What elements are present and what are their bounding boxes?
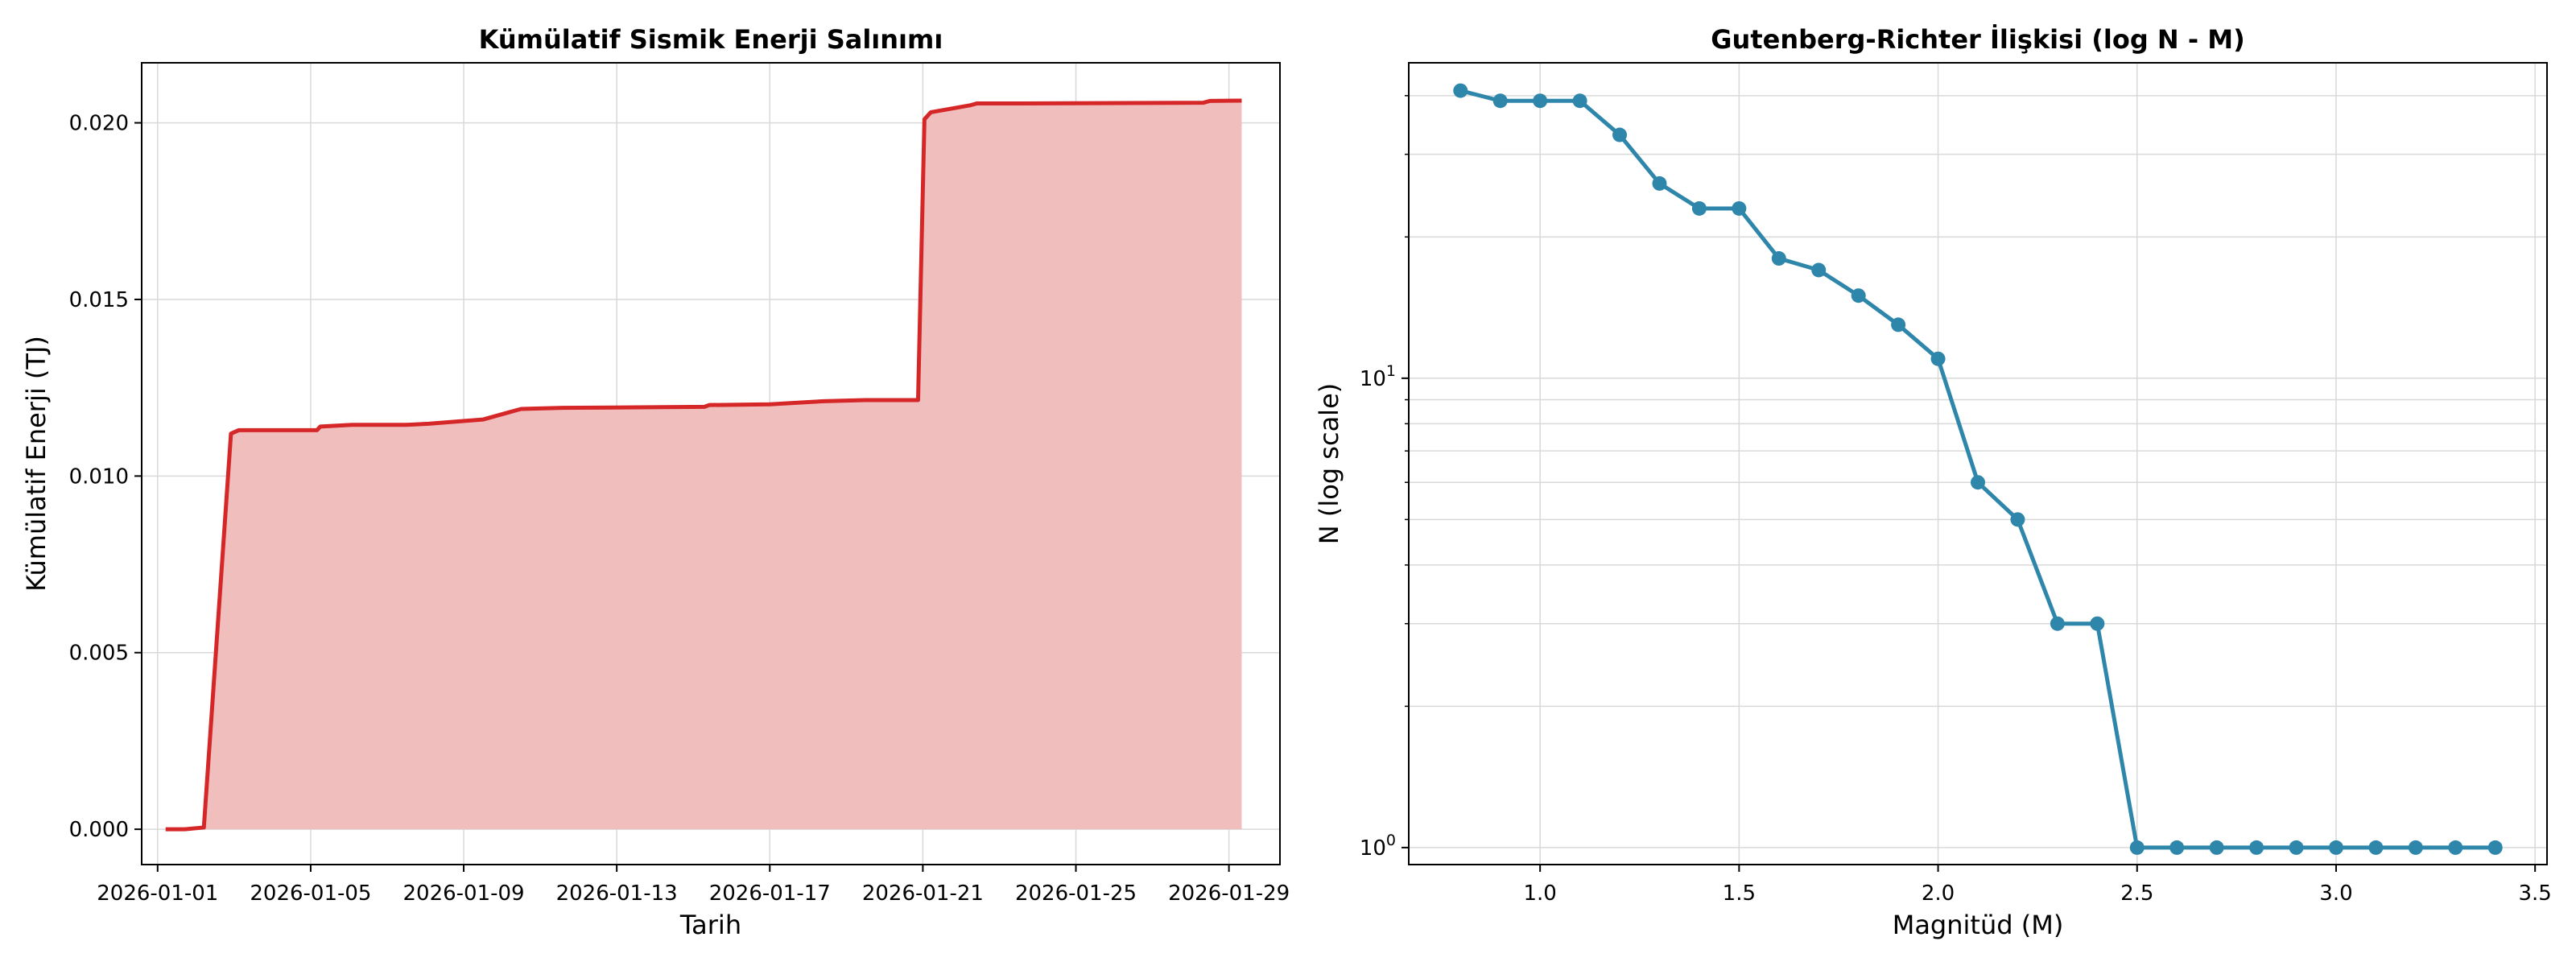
data-point bbox=[1732, 200, 1747, 216]
y-tick-base: 10 bbox=[1360, 836, 1386, 861]
x-tick-label: 2026-01-05 bbox=[250, 881, 371, 906]
data-point bbox=[1971, 475, 1985, 490]
gutenberg-richter-x-ticks: 1.0 1.5 2.0 2.5 3.0 3.5 bbox=[1523, 865, 2552, 906]
data-point bbox=[1572, 93, 1587, 109]
data-point bbox=[2289, 840, 2304, 855]
y-tick-label: 0.010 bbox=[69, 464, 129, 489]
data-point bbox=[1691, 200, 1707, 216]
y-tick-label: 0.000 bbox=[69, 818, 129, 842]
data-point bbox=[1891, 317, 1906, 332]
x-tick-label: 2026-01-21 bbox=[862, 881, 984, 906]
cumulative-energy-title: Kümülatif Sismik Enerji Salınımı bbox=[479, 24, 943, 55]
data-point bbox=[2487, 840, 2503, 855]
data-point bbox=[2169, 840, 2185, 855]
gutenberg-richter-plot-frame bbox=[1408, 62, 2548, 865]
data-point bbox=[2448, 840, 2463, 855]
y-tick-label: 0.020 bbox=[69, 112, 129, 136]
cumulative-energy-x-ticks: 2026-01-01 2026-01-05 2026-01-09 2026-01-13… bbox=[97, 865, 1290, 906]
cumulative-energy-chart: 2026-01-01 2026-01-05 2026-01-09 2026-01-13… bbox=[21, 24, 1290, 940]
cumulative-energy-area bbox=[165, 100, 1242, 830]
data-point bbox=[1652, 175, 1667, 191]
cumulative-energy-x-label: Tarih bbox=[679, 910, 741, 940]
x-tick-label: 2026-01-29 bbox=[1168, 881, 1290, 906]
x-tick-label: 2026-01-17 bbox=[709, 881, 831, 906]
data-point bbox=[2010, 512, 2025, 527]
data-point bbox=[2090, 616, 2105, 631]
data-point bbox=[2129, 840, 2145, 855]
x-tick-label: 3.5 bbox=[2518, 881, 2551, 906]
data-point bbox=[1851, 288, 1866, 303]
data-point bbox=[2408, 840, 2423, 855]
x-tick-label: 2026-01-13 bbox=[556, 881, 678, 906]
data-point bbox=[1492, 93, 1508, 109]
y-tick-label: 0.005 bbox=[69, 642, 129, 666]
x-tick-label: 2026-01-09 bbox=[402, 881, 524, 906]
cumulative-energy-plot-frame bbox=[141, 62, 1281, 865]
x-tick-label: 2.0 bbox=[1922, 881, 1955, 906]
x-tick-label: 2.5 bbox=[2120, 881, 2153, 906]
data-point bbox=[1453, 83, 1468, 98]
y-tick-exponent: 1 bbox=[1386, 362, 1396, 380]
data-point bbox=[1533, 93, 1548, 109]
y-tick-label: 101 bbox=[1360, 362, 1396, 391]
y-tick-base: 10 bbox=[1360, 367, 1386, 391]
x-tick-label: 1.5 bbox=[1723, 881, 1756, 906]
gutenberg-richter-title: Gutenberg-Richter İlişkisi (log N - M) bbox=[1711, 24, 2244, 55]
gutenberg-richter-points bbox=[1453, 83, 2503, 855]
data-point bbox=[2209, 840, 2224, 855]
x-tick-label: 3.0 bbox=[2319, 881, 2352, 906]
gutenberg-richter-x-label: Magnitüd (M) bbox=[1893, 910, 2064, 940]
cumulative-energy-y-ticks: 0.000 0.005 0.010 0.015 0.020 bbox=[69, 112, 142, 842]
x-tick-label: 2026-01-25 bbox=[1015, 881, 1137, 906]
y-tick-label: 100 bbox=[1360, 832, 1396, 861]
y-tick-exponent: 0 bbox=[1386, 832, 1396, 849]
x-tick-label: 1.0 bbox=[1523, 881, 1556, 906]
data-point bbox=[1612, 127, 1628, 142]
gutenberg-richter-line bbox=[1459, 89, 2496, 850]
gutenberg-richter-y-label: N (log scale) bbox=[1314, 383, 1344, 544]
data-point bbox=[2368, 840, 2384, 855]
data-point bbox=[2328, 840, 2343, 855]
data-point bbox=[1771, 251, 1786, 266]
gutenberg-richter-grid bbox=[1409, 63, 2547, 865]
cumulative-energy-line bbox=[165, 98, 1242, 832]
x-tick-label: 2026-01-01 bbox=[97, 881, 218, 906]
data-point bbox=[2249, 840, 2264, 855]
data-point bbox=[1930, 351, 1946, 366]
y-tick-label: 0.015 bbox=[69, 288, 129, 312]
data-point bbox=[2050, 616, 2065, 631]
data-point bbox=[1811, 262, 1827, 278]
cumulative-energy-y-label: Kümülatif Enerji (TJ) bbox=[21, 336, 52, 592]
